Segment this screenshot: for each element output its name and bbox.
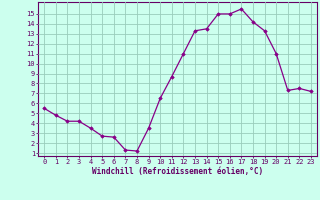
X-axis label: Windchill (Refroidissement éolien,°C): Windchill (Refroidissement éolien,°C) [92,167,263,176]
